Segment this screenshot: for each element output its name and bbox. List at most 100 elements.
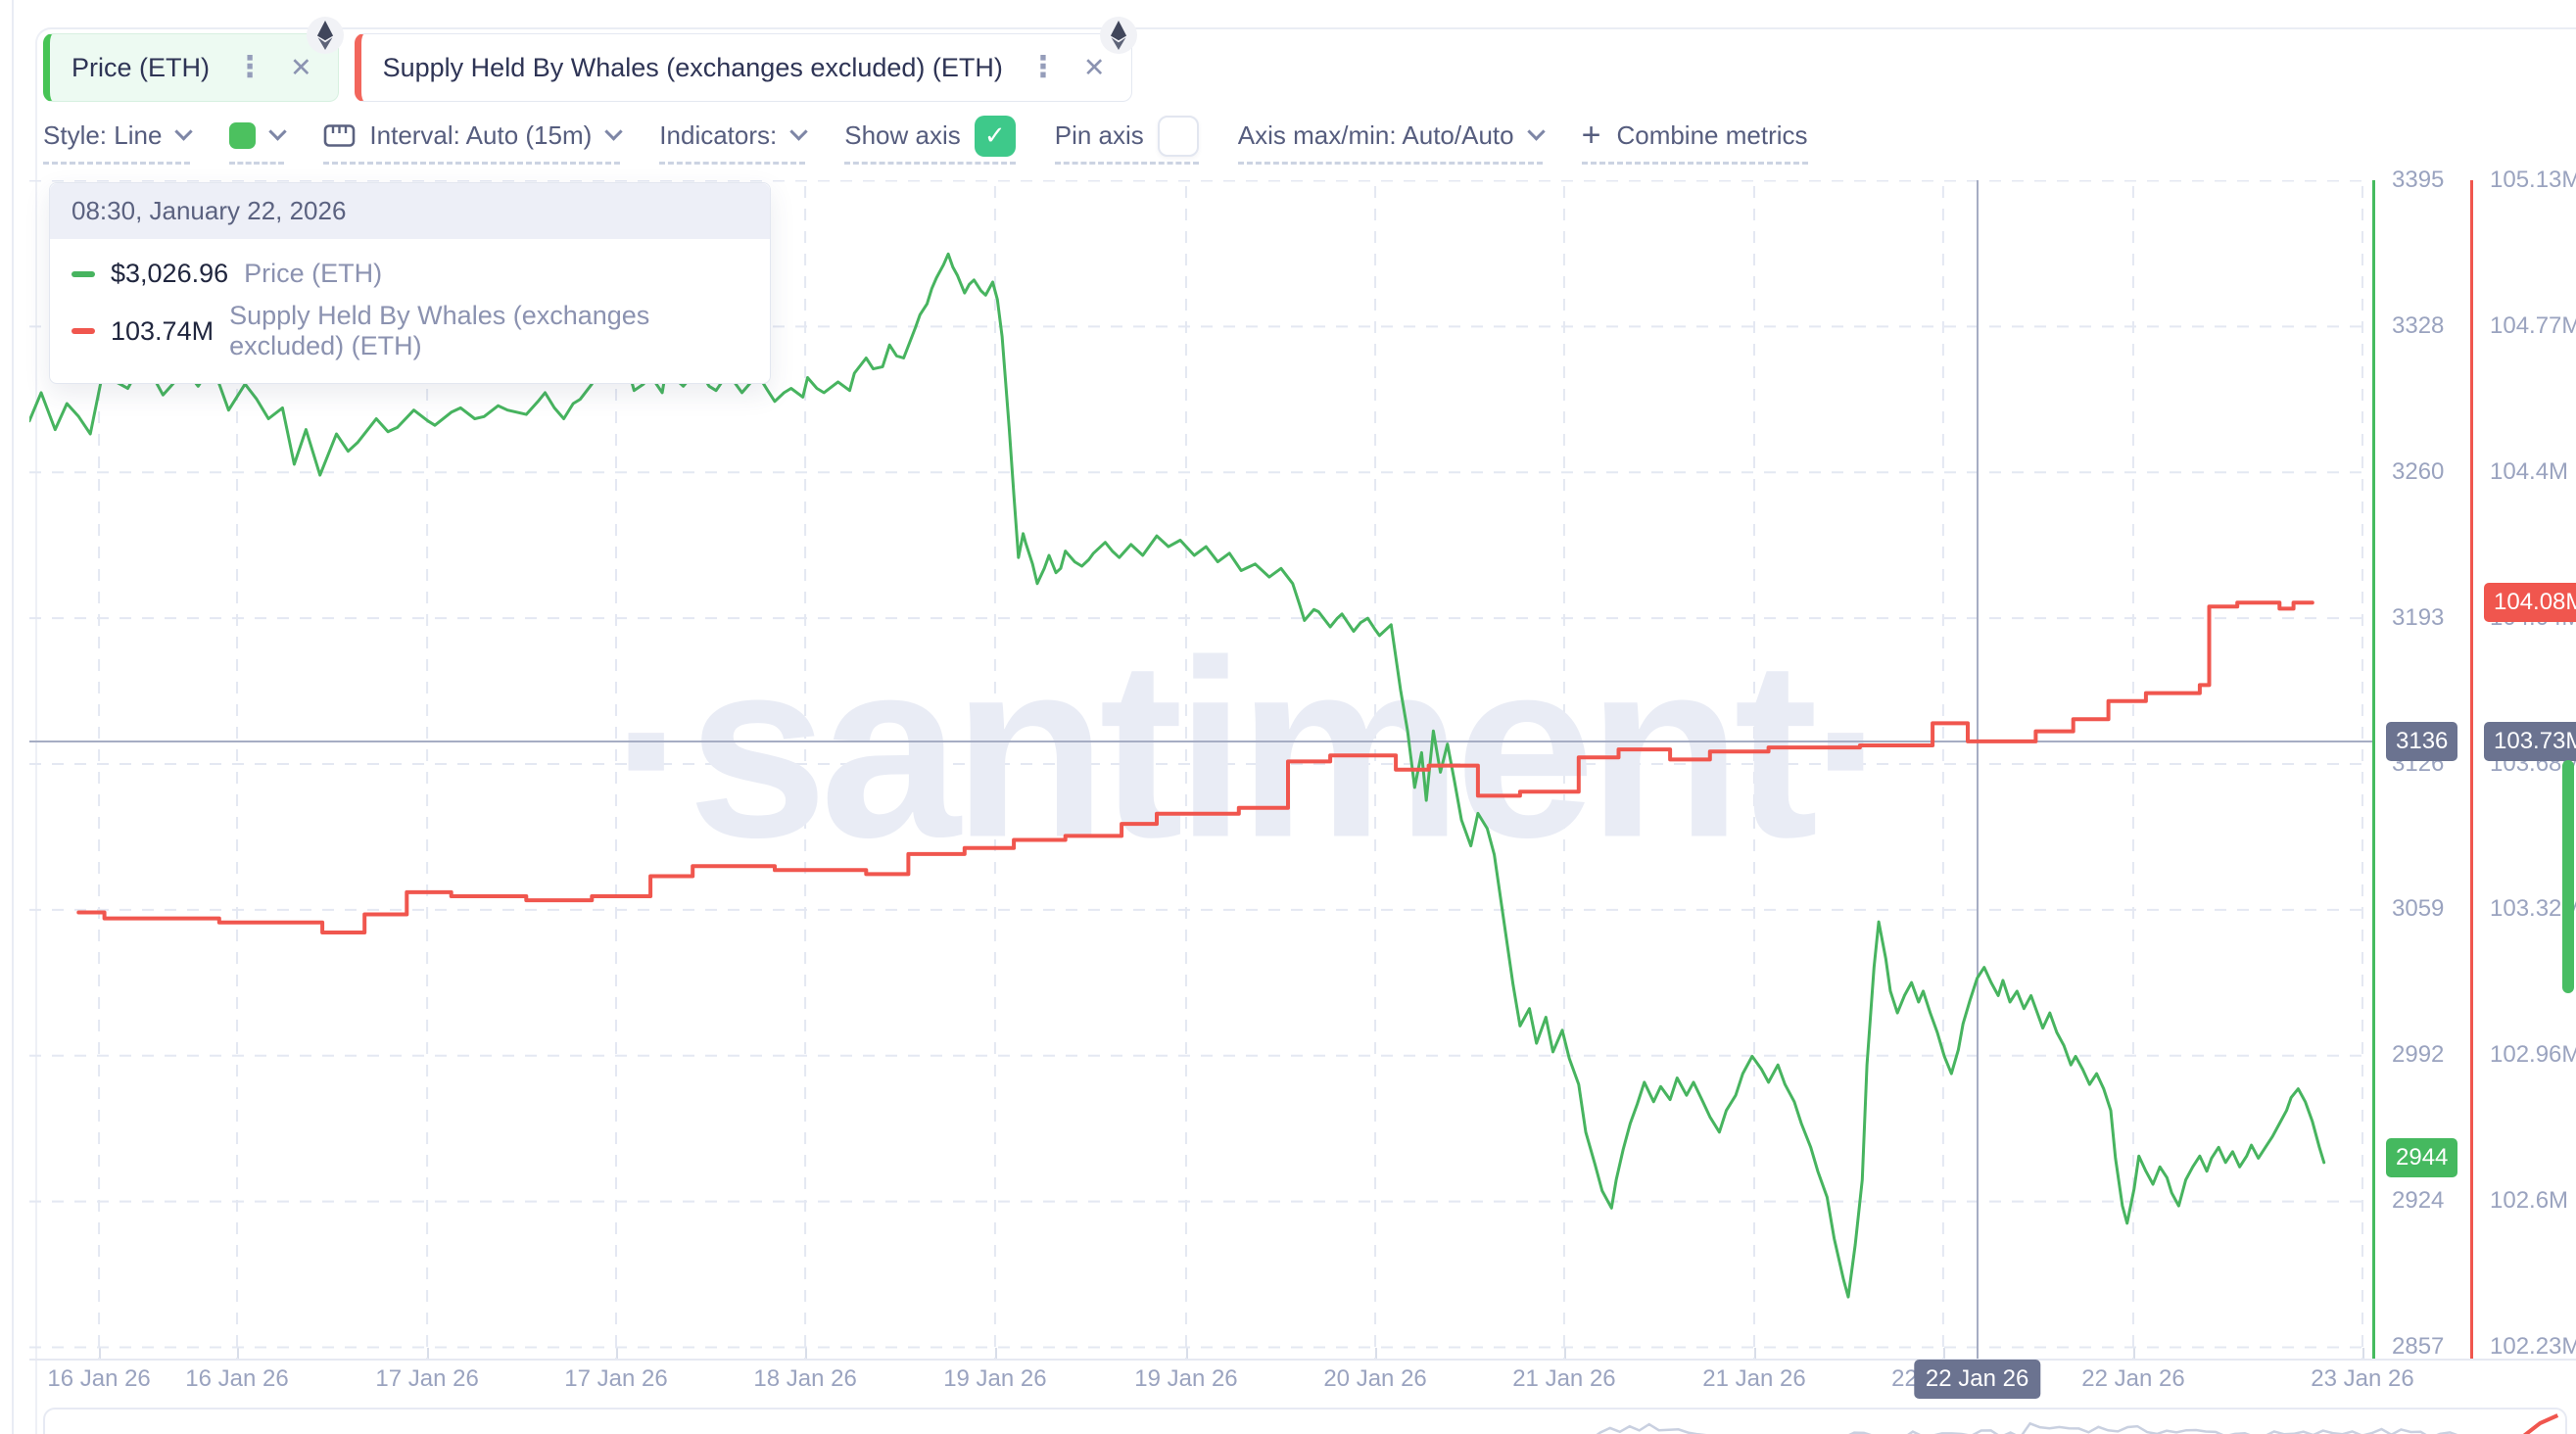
x-axis-tick (1375, 1348, 1378, 1359)
show-axis-label: Show axis (844, 120, 961, 150)
tooltip-body: $3,026.96 Price (ETH) 103.74M Supply Hel… (50, 239, 770, 383)
navigator-recent-red-segment (2522, 1413, 2559, 1434)
x-axis-tick (2132, 1348, 2135, 1359)
x-axis-label: 21 Jan 26 (1512, 1365, 1616, 1392)
supply-axis-tick-label: 105.13M (2490, 167, 2576, 193)
tooltip-timestamp: 08:30, January 22, 2026 (50, 183, 770, 239)
tooltip-supply-value: 103.74M (111, 315, 215, 346)
checkbox-unchecked-icon[interactable] (1157, 115, 1199, 157)
tooltip-supply-label: Supply Held By Whales (exchanges exclude… (229, 301, 650, 360)
x-axis-tick (237, 1348, 240, 1359)
x-axis-tick (1185, 1348, 1188, 1359)
tooltip-row-supply: 103.74M Supply Held By Whales (exchanges… (72, 301, 748, 361)
timeline-navigator[interactable] (43, 1408, 2567, 1434)
x-axis-tick (2361, 1348, 2364, 1359)
checkbox-checked-icon[interactable]: ✓ (974, 115, 1016, 157)
chevron-down-icon (1526, 122, 1546, 141)
supply-crosshair-badge: 103.73M (2484, 722, 2576, 762)
x-axis-label: 22 Jan 26 (2081, 1365, 2185, 1392)
navigator-preview (1596, 1413, 2559, 1434)
x-axis-label: 19 Jan 26 (943, 1365, 1047, 1392)
x-axis-label: 17 Jan 26 (375, 1365, 479, 1392)
close-icon[interactable]: ✕ (1082, 52, 1106, 82)
axis-maxmin-selector[interactable]: Axis max/min: Auto/Auto (1237, 110, 1546, 165)
x-axis-label: 16 Jan 26 (185, 1365, 289, 1392)
check-icon: ✓ (983, 120, 1006, 150)
price-series-line (29, 252, 2326, 1299)
crosshair-horizontal-line (29, 741, 2373, 743)
interval-selector-label: Interval: Auto (15m) (369, 120, 593, 150)
price-axis-tick-label: 3260 (2392, 457, 2445, 485)
metric-chip-price[interactable]: Price (ETH) ⋮ ✕ (43, 17, 344, 102)
plus-icon: + (1581, 117, 1601, 154)
supply-axis-tick-label: 104.77M (2490, 311, 2576, 339)
x-axis-tick (1563, 1348, 1566, 1359)
price-axis-tick-label: 3193 (2392, 603, 2445, 631)
price-axis-line (2372, 180, 2375, 1359)
price-crosshair-badge: 3136 (2386, 722, 2458, 762)
x-axis-tick (99, 1348, 102, 1359)
pin-axis-label: Pin axis (1054, 120, 1144, 150)
x-axis-label: 18 Jan 26 (753, 1365, 857, 1392)
santiment-watermark: ·santiment· (610, 606, 1894, 890)
chart-plot-area[interactable]: ·santiment· (29, 180, 2373, 1359)
price-axis-tick-label: 2857 (2392, 1333, 2445, 1360)
x-axis-label: 23 Jan 26 (2311, 1365, 2414, 1392)
x-axis-tick (1754, 1348, 1756, 1359)
x-axis-label: 19 Jan 26 (1134, 1365, 1238, 1392)
price-latest-badge: 2944 (2386, 1138, 2458, 1178)
price-axis-tick-label: 2924 (2392, 1187, 2445, 1215)
crosshair-tooltip: 08:30, January 22, 2026 $3,026.96 Price … (49, 182, 771, 384)
x-axis-tick (805, 1348, 808, 1359)
metric-chip-price-label: Price (ETH) (72, 52, 210, 82)
supply-axis-tick-label: 103.32M (2490, 895, 2576, 923)
ethereum-icon (1099, 17, 1137, 54)
x-axis-label: 20 Jan 26 (1323, 1365, 1427, 1392)
chart-panel-frame (35, 27, 2576, 1434)
x-axis-tick (994, 1348, 997, 1359)
tooltip-row-price: $3,026.96 Price (ETH) (72, 259, 748, 289)
interval-icon (324, 124, 356, 147)
style-selector[interactable]: Style: Line (43, 110, 194, 165)
price-series-dash-icon (72, 270, 95, 277)
supply-axis-line (2470, 180, 2473, 1359)
chevron-down-icon (174, 122, 194, 141)
x-axis-label: 16 Jan 26 (47, 1365, 151, 1392)
gridlines (29, 180, 2373, 1359)
x-axis-tick (615, 1348, 618, 1359)
supply-series-dash-icon (72, 328, 95, 334)
interval-selector[interactable]: Interval: Auto (15m) (323, 110, 623, 165)
ethereum-icon (306, 17, 344, 54)
supply-axis-tick-label: 104.4M (2490, 457, 2569, 485)
supply-latest-badge: 104.08M (2484, 583, 2576, 623)
metric-chip-whale-supply[interactable]: Supply Held By Whales (exchanges exclude… (354, 17, 1137, 102)
x-axis-label: 21 Jan 26 (1702, 1365, 1806, 1392)
close-icon[interactable]: ✕ (290, 52, 312, 82)
color-swatch (229, 122, 257, 149)
kebab-menu-icon[interactable]: ⋮ (235, 51, 264, 83)
color-swatch-selector[interactable] (229, 110, 288, 165)
app-left-divider (12, 0, 14, 1434)
indicators-selector[interactable]: Indicators: (659, 110, 808, 165)
supply-axis-tick-label: 102.6M (2490, 1187, 2569, 1215)
supply-series-line (76, 600, 2314, 934)
axis-maxmin-label: Axis max/min: Auto/Auto (1237, 120, 1514, 150)
x-axis-line (29, 1359, 2576, 1361)
tooltip-price-value: $3,026.96 (111, 259, 229, 288)
kebab-menu-icon[interactable]: ⋮ (1027, 51, 1058, 83)
chevron-down-icon (789, 122, 808, 141)
combine-metrics-button[interactable]: + Combine metrics (1581, 110, 1808, 165)
chart-toolbar: Style: Line Interval: Auto (15m) Indicat… (43, 110, 1808, 165)
x-axis-tick (427, 1348, 430, 1359)
chevron-down-icon (604, 122, 623, 141)
pin-axis-toggle[interactable]: Pin axis (1054, 110, 1199, 165)
indicators-selector-label: Indicators: (659, 120, 778, 150)
metric-chips-row: Price (ETH) ⋮ ✕ Supply Held By Whales (e… (43, 17, 1137, 102)
show-axis-toggle[interactable]: Show axis ✓ (844, 110, 1016, 165)
supply-axis-tick-label: 102.96M (2490, 1041, 2576, 1069)
price-axis-scroll-thumb[interactable] (2562, 760, 2574, 993)
price-axis-tick-label: 3059 (2392, 895, 2445, 923)
x-axis-label: 17 Jan 26 (564, 1365, 668, 1392)
price-axis-tick-label: 3328 (2392, 311, 2445, 339)
